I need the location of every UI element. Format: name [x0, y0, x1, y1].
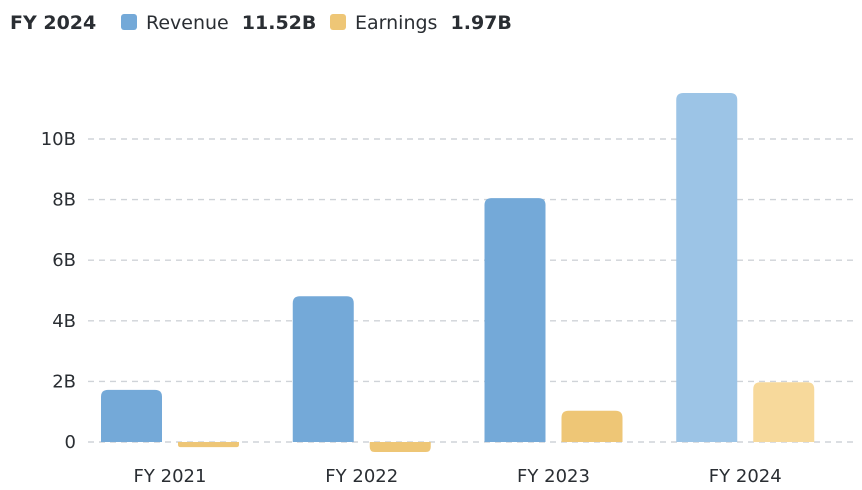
x-axis-ticks: FY 2021 FY 2022 FY 2023 FY 2024	[134, 466, 782, 487]
x-tick-label-fy-2021: FY 2021	[134, 466, 207, 487]
legend-earnings-label: Earnings	[355, 12, 437, 34]
legend: FY 2024 Revenue 11.52B Earnings 1.97B	[10, 12, 512, 34]
grid-lines	[88, 138, 855, 443]
bar-revenue-fy-2021[interactable]	[101, 389, 162, 442]
bar-earnings-fy-2023[interactable]	[561, 410, 623, 442]
bar-earnings-fy-2024[interactable]	[753, 382, 815, 442]
y-tick-label-0: 0	[65, 432, 76, 453]
y-tick-label-6: 6B	[52, 250, 76, 271]
y-tick-label-10: 10B	[41, 129, 76, 150]
y-tick-label-8: 8B	[52, 190, 76, 211]
legend-revenue-swatch	[121, 14, 137, 30]
legend-revenue-value: 11.52B	[242, 12, 317, 34]
y-tick-label-4: 4B	[52, 311, 76, 332]
legend-period: FY 2024	[10, 12, 96, 34]
y-tick-label-2: 2B	[52, 371, 76, 392]
bar-revenue-fy-2022[interactable]	[292, 296, 354, 442]
x-tick-label-fy-2024: FY 2024	[709, 466, 782, 487]
bar-earnings-fy-2021[interactable]	[178, 442, 239, 448]
y-axis-ticks: 0 2B 4B 6B 8B 10B	[41, 129, 76, 453]
bar-earnings-fy-2022[interactable]	[369, 442, 431, 452]
bar-revenue-fy-2024[interactable]	[676, 92, 738, 442]
legend-earnings-swatch	[330, 14, 346, 30]
x-tick-label-fy-2023: FY 2023	[517, 466, 590, 487]
svg-text:Revenue 11.52B: Revenue 11.52B	[146, 12, 316, 34]
svg-text:Earnings 1.97B: Earnings 1.97B	[355, 12, 512, 34]
legend-earnings-value: 1.97B	[451, 12, 512, 34]
legend-revenue-label: Revenue	[146, 12, 229, 34]
x-tick-label-fy-2022: FY 2022	[325, 466, 398, 487]
bars	[101, 92, 815, 452]
bar-revenue-fy-2023[interactable]	[484, 198, 546, 442]
